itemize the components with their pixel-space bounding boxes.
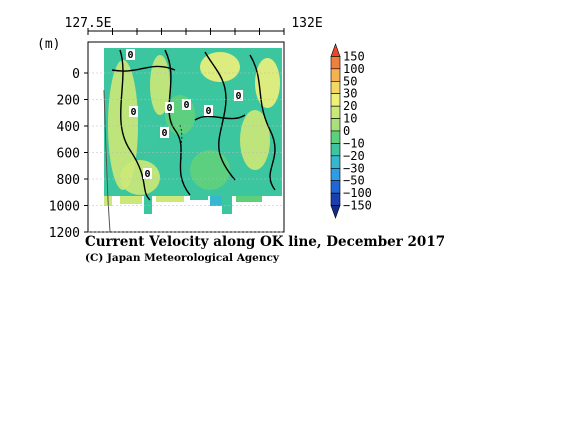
colorbar-swatch: [330, 93, 341, 107]
field-cell: [120, 196, 142, 204]
contour-label-bg: [165, 102, 174, 113]
x-tick-label: 127.5E: [65, 16, 112, 31]
contour-line-dashed: [179, 124, 183, 161]
contour-label: 0: [205, 106, 211, 117]
colorbar-label: −50: [343, 174, 365, 188]
colorbar-swatch: [330, 80, 341, 95]
y-tick-label: 600: [57, 147, 80, 162]
longitude-axis: [87, 28, 285, 35]
field-patch: [240, 110, 270, 170]
colorbar-label: −150: [343, 199, 372, 213]
colorbar-label: 30: [343, 87, 357, 101]
field-cell: [236, 196, 262, 202]
contour-label-bg: [160, 127, 169, 138]
field-cell: [222, 196, 232, 214]
contour-label: 0: [161, 128, 167, 139]
contour-line: [249, 54, 276, 191]
colorbar-label: −100: [343, 186, 372, 200]
contour-line: [119, 49, 151, 201]
colorbar-label: −10: [343, 136, 365, 150]
x-tick-label: 132E: [291, 16, 322, 31]
depth-axis: 0 200 400 600 800 1000 1200: [49, 67, 284, 241]
y-tick-label: 800: [57, 173, 80, 188]
credit-text: (C) Japan Meteorological Agency: [85, 252, 280, 264]
colorbar-swatch: [330, 205, 341, 219]
field-patch: [150, 55, 170, 115]
contour-label: 0: [127, 50, 133, 61]
colorbar-label: 10: [343, 112, 357, 126]
bottom-topography-line: [103, 89, 111, 232]
colorbar-label: 20: [343, 99, 357, 113]
contour-label: 0: [183, 100, 189, 111]
colorbar-label: −20: [343, 149, 365, 163]
y-tick-label: 1000: [49, 200, 80, 215]
field-patch: [255, 58, 280, 108]
field-cell: [190, 196, 208, 200]
contour-label: 0: [144, 169, 150, 180]
colorbar-swatch: [330, 105, 341, 119]
chart-title: Current Velocity along OK line, December…: [85, 234, 445, 250]
colorbar-label: 50: [343, 74, 357, 88]
y-tick-label: 200: [57, 94, 80, 109]
colorbar-swatch: [330, 180, 341, 194]
contour-label-bg: [234, 90, 243, 101]
colorbar-label: 0: [343, 124, 350, 138]
contour-label: 0: [166, 103, 172, 114]
contour-label-bg: [143, 168, 152, 179]
y-tick-label: 400: [57, 120, 80, 135]
field-cell: [210, 196, 222, 206]
contour-label-bg: [182, 99, 191, 110]
contour-line: [194, 114, 246, 121]
colorbar-swatch: [330, 143, 341, 157]
contour-line: [204, 51, 236, 181]
colorbar-swatch: [330, 118, 341, 132]
contour-line: [164, 49, 191, 196]
contour-line: [111, 65, 176, 72]
depth-unit-label: (m): [37, 37, 60, 52]
field-patch: [200, 52, 240, 82]
colorbar-swatch: [330, 167, 341, 182]
y-tick-label: 1200: [49, 226, 80, 241]
colorbar-swatch: [330, 155, 341, 169]
colorbar-label: −30: [343, 161, 365, 175]
colorbar-swatch: [330, 43, 341, 57]
colorbar-swatch: [330, 56, 341, 70]
colorbar-label: 100: [343, 62, 365, 76]
y-tick-label: 0: [72, 67, 80, 82]
field-cell: [144, 196, 152, 214]
contour-label-bg: [204, 105, 213, 116]
contour-label-bg: [126, 49, 135, 60]
field-patch: [108, 60, 138, 190]
field-patch: [190, 150, 230, 190]
colorbar-swatch: [330, 130, 341, 144]
field-patch: [120, 160, 160, 195]
colorbar-label: 150: [343, 49, 365, 63]
field-patch: [138, 120, 158, 150]
contour-label: 0: [130, 107, 136, 118]
field-cell: [156, 196, 184, 202]
contour-label-bg: [129, 106, 138, 117]
colorbar-swatch: [330, 192, 341, 206]
contour-label: 0: [235, 91, 241, 102]
colorbar-swatch: [330, 68, 341, 82]
